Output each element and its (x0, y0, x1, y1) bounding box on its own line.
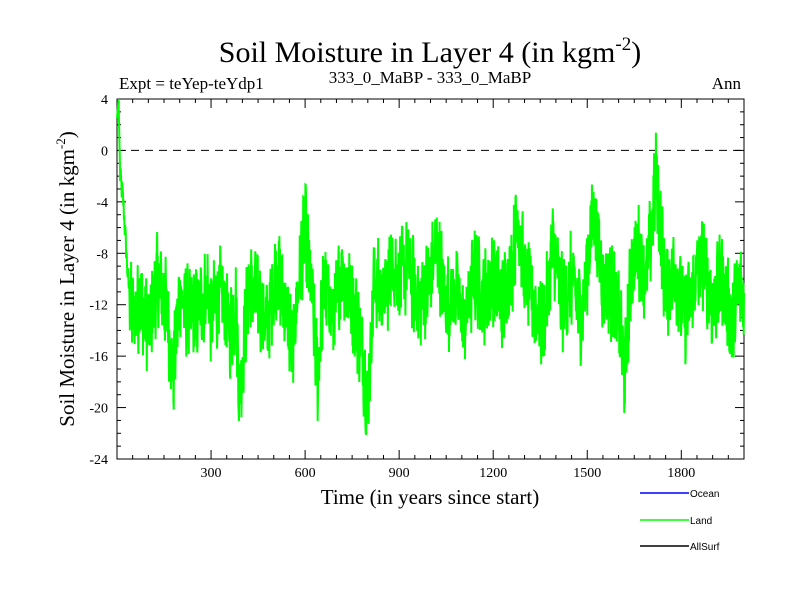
legend-ocean-label: Ocean (690, 489, 719, 500)
chart-title: Soil Moisture in Layer 4 (in kgm-2) (219, 34, 641, 69)
period-label: 333_0_MaBP - 333_0_MaBP (329, 68, 531, 87)
x-tick-label: 900 (389, 466, 410, 481)
season-label: Ann (712, 74, 742, 93)
y-tick-label: -20 (89, 402, 108, 417)
experiment-label: Expt = teYep-teYdp1 (119, 74, 264, 93)
x-tick-label: 1200 (479, 466, 507, 481)
x-tick-label: 300 (201, 466, 222, 481)
x-axis: 300 600 900 1200 1500 1800 (201, 99, 695, 481)
y-tick-label: -8 (96, 247, 108, 262)
legend-allsurf-label: AllSurf (690, 542, 720, 553)
y-axis-label: Soil Moisture in Layer 4 (in kgm-2) (53, 131, 79, 426)
y-tick-label: 4 (101, 93, 108, 108)
x-axis-label: Time (in years since start) (321, 485, 540, 509)
y-tick-label: 0 (101, 144, 108, 159)
x-tick-label: 1800 (667, 466, 695, 481)
y-tick-label: -4 (96, 196, 108, 211)
x-tick-label: 1500 (573, 466, 601, 481)
y-tick-label: -24 (89, 453, 108, 468)
legend-land-label: Land (690, 516, 712, 527)
y-tick-label: -16 (89, 350, 108, 365)
y-axis: 4 0 -4 -8 -12 -16 -20 -24 (89, 93, 744, 468)
legend: Ocean Land AllSurf (640, 489, 720, 553)
y-tick-label: -12 (89, 299, 108, 314)
x-tick-label: 600 (295, 466, 316, 481)
land-series-line (116, 98, 745, 436)
